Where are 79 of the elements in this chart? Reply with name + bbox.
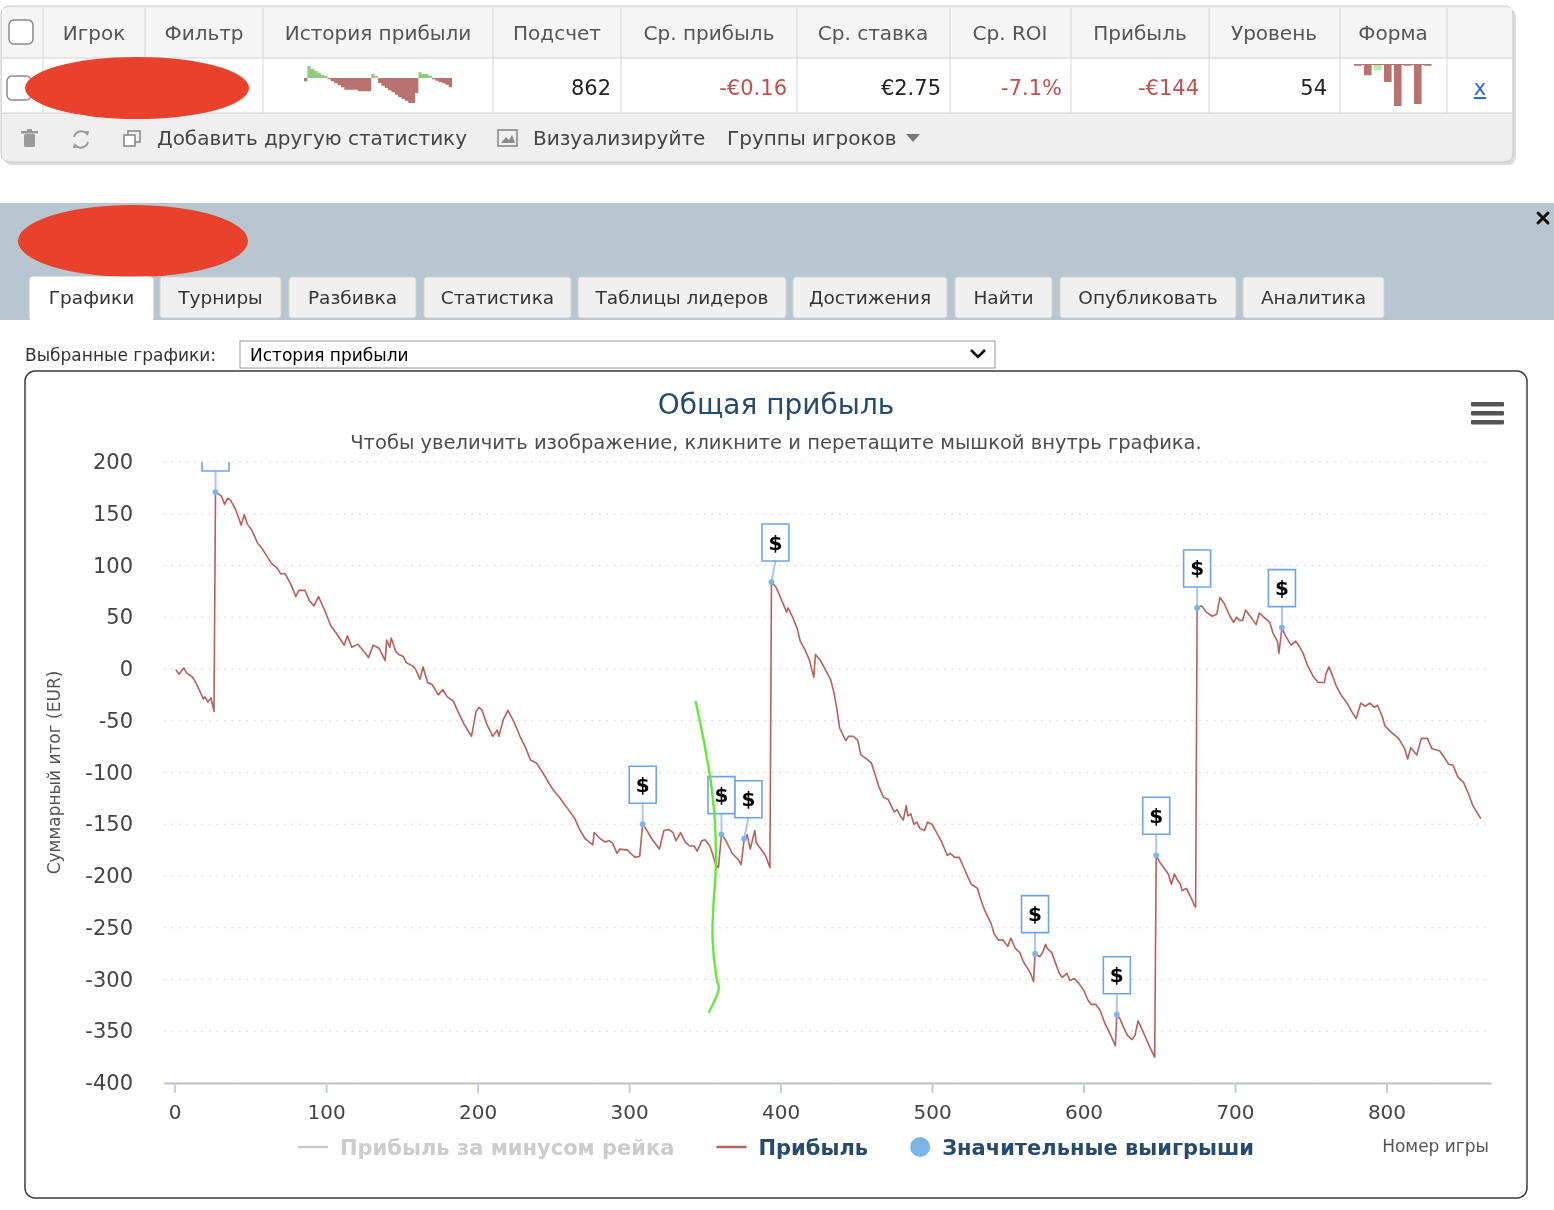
text: Таблицы лидеров [594,287,769,308]
x-tick-label: 700 [1216,1100,1255,1125]
point [639,821,646,828]
chart-title: Общая прибыль [657,388,895,421]
text: Достижения [808,287,932,308]
text: -7.1% [1001,76,1062,100]
point [1113,1011,1120,1018]
text: -€0.16 [719,76,787,100]
text: 54 [1300,76,1327,100]
y-tick-label: -250 [85,915,133,940]
text: Прибыль [1093,21,1187,45]
text: 862 [570,76,611,100]
data-label: $ [1274,576,1289,601]
point [1279,624,1285,631]
y-tick-label: -150 [85,812,133,837]
y-tick-label: 150 [92,501,133,526]
x-tick-label: 200 [458,1100,498,1125]
y-tick-label: -350 [85,1019,133,1044]
text: История прибыли [284,21,472,45]
data-label: $ [635,772,650,797]
point [1032,950,1038,957]
x-tick-label: 800 [1367,1100,1407,1125]
point [741,835,748,842]
text: €2.75 [880,76,941,100]
text: Визуализируйте [533,126,706,150]
text: Разбивка [307,287,398,308]
y-axis-title: Суммарный итог (EUR) [44,670,64,875]
data-label: $ [1149,803,1164,828]
text: Форма [1358,21,1428,45]
text: Графики [48,287,135,308]
text: x [1473,76,1487,100]
text: Ср. прибыль [643,21,775,45]
x-tick-label: 0 [168,1100,182,1125]
text: Фильтр [164,21,244,45]
text: -€144 [1137,76,1199,100]
text: Подсчет [513,21,602,45]
text: Статистика [440,287,555,308]
y-tick-label: -400 [85,1071,133,1096]
text: Уровень [1230,21,1318,45]
data-label: $ [741,787,756,812]
y-tick-label: 0 [119,657,133,682]
y-tick-label: -200 [85,864,133,889]
legend-label: Прибыль [758,1136,869,1160]
data-label: $ [714,783,729,808]
point [1194,605,1200,611]
data-label: $ [768,530,783,555]
data-label: $ [1190,556,1205,581]
x-tick-label: 600 [1064,1100,1104,1125]
y-tick-label: 100 [92,553,133,578]
x-tick-label: 500 [913,1100,952,1125]
x-tick-label: 100 [307,1100,346,1125]
y-tick-label: 50 [106,605,133,630]
text: Ср. ROI [972,21,1048,45]
text: Опубликовать [1078,287,1218,308]
text: Ср. ставка [817,21,929,45]
y-tick-label: 200 [92,450,133,475]
x-axis-title: Номер игры [1382,1136,1489,1156]
y-tick-label: -50 [98,708,133,733]
y-tick-label: -300 [85,967,133,992]
chart-subtitle: Чтобы увеличить изображение, кликните и перетащите мышкой внутрь графика. [350,431,1202,454]
text: Аналитика [1260,287,1367,308]
point [1153,852,1160,859]
line-series [175,491,1482,1058]
data-label: $ [1109,963,1124,988]
text: Игрок [62,21,126,45]
text: История прибыли [250,345,409,365]
data-label: $ [1028,902,1042,927]
text: Группы игроков [727,126,897,150]
point [718,831,725,838]
text: Турниры [177,287,263,308]
point [212,489,219,495]
text: Найти [973,287,1034,308]
text: Добавить другую статистику [157,126,468,150]
legend-label: Значительные выигрыши [942,1136,1254,1160]
y-tick-label: -100 [85,760,133,785]
text: Выбранные графики: [25,345,217,365]
x-tick-label: 400 [761,1100,801,1125]
x-tick-label: 300 [610,1100,649,1125]
point [768,579,775,585]
